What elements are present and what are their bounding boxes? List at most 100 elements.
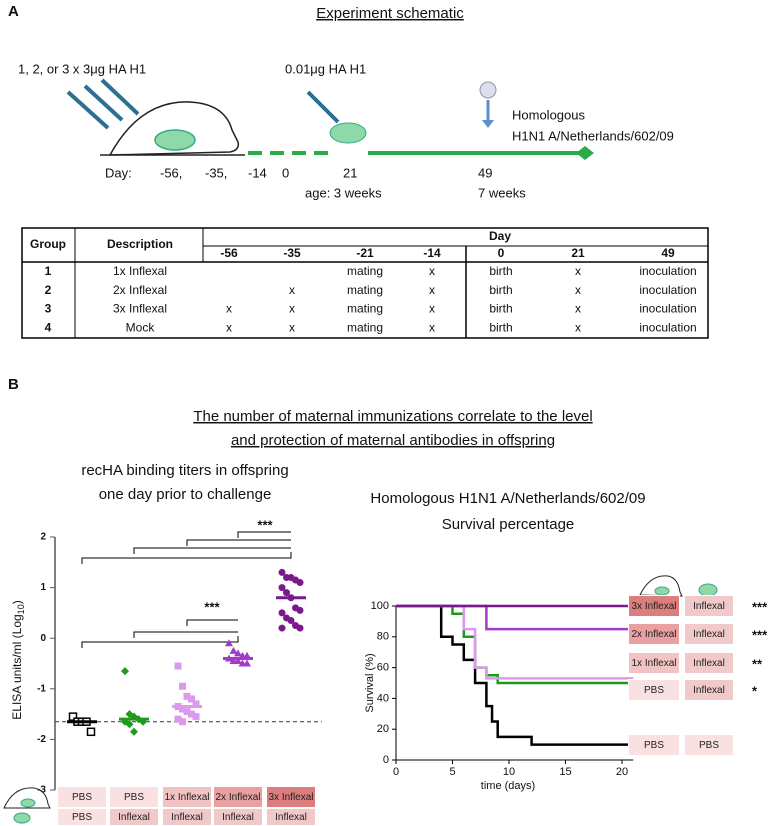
table-frame: [21, 227, 709, 339]
y-axis-label: Survival (%): [364, 653, 376, 712]
table-cell: x: [575, 264, 581, 278]
group-box: 3x Inflexal: [266, 786, 316, 808]
age: age: 3 weeks: [305, 185, 382, 200]
table-header: Group: [30, 237, 66, 251]
y-tick-label: 1: [40, 582, 46, 593]
table-header: 0: [498, 246, 505, 260]
panel-title: Experiment schematic: [316, 5, 464, 22]
panel-label: B: [8, 376, 19, 393]
group-box: Inflexal: [266, 808, 316, 826]
syringes: [66, 78, 340, 130]
table-cell: mating: [347, 283, 383, 297]
table-cell: x: [429, 320, 435, 334]
data-point: [179, 682, 186, 690]
table-cell: 1: [45, 264, 52, 278]
data-point: [188, 695, 195, 703]
table-cell: x: [429, 302, 435, 316]
data-point: [125, 720, 134, 729]
table-cell: inoculation: [639, 283, 696, 297]
table-cell: Mock: [126, 320, 156, 334]
y-tick-label: 80: [377, 631, 389, 643]
table-header: 49: [661, 246, 675, 260]
chart-title: recHA binding titers in offspring: [81, 462, 288, 479]
panel-title: and protection of maternal antibodies in…: [231, 432, 555, 449]
table-cell: x: [575, 283, 581, 297]
table-cell: 3: [45, 302, 52, 316]
y-label-part: ): [10, 600, 24, 604]
panel-label: A: [8, 3, 19, 20]
day: -56,: [160, 165, 182, 180]
group-box: Inflexal: [109, 808, 159, 826]
data-point: [225, 639, 233, 647]
data-point: [278, 609, 286, 617]
table-cell: x: [226, 302, 232, 316]
data-point: [188, 710, 195, 718]
y-tick-label: 20: [377, 723, 389, 735]
survival-line: [396, 604, 634, 685]
y-tick-label: -2: [37, 734, 46, 745]
x-tick-label: 10: [503, 766, 515, 778]
y-tick-label: 0: [383, 754, 389, 766]
data-point: [283, 589, 290, 597]
mouse-icon: [3, 575, 718, 824]
table-cell: 1x Inflexal: [113, 264, 167, 278]
data-point: [68, 712, 78, 721]
data-point: [278, 624, 286, 632]
group-box: 3x Inflexal: [628, 595, 680, 617]
y-label-part: 10: [16, 604, 26, 614]
group-box: PBS: [109, 786, 159, 808]
boost-text: 0.01μg HA H1: [285, 61, 366, 76]
table-cell: 3x Inflexal: [113, 302, 167, 316]
table-cell: x: [429, 283, 435, 297]
y-axis-label: ELISA units/ml (Log10): [10, 600, 26, 719]
group-box: Inflexal: [684, 595, 734, 617]
table-cell: birth: [489, 302, 512, 316]
x-tick-label: 20: [616, 766, 628, 778]
x-tick-label: 0: [393, 766, 399, 778]
data-point: [278, 584, 286, 592]
day: -35,: [205, 165, 227, 180]
table-cell: x: [226, 320, 232, 334]
data-point: [234, 656, 242, 664]
y-tick-label: 2: [40, 532, 46, 543]
panel-title: The number of maternal immunizations cor…: [193, 408, 592, 425]
group-box: PBS: [57, 808, 107, 826]
data-point: [174, 715, 182, 723]
table-header: Description: [107, 237, 173, 251]
table-cell: birth: [489, 264, 512, 278]
table-cell: 2x Inflexal: [113, 283, 167, 297]
table-header: -21: [356, 246, 374, 260]
data-point: [192, 713, 200, 721]
day: 0: [282, 165, 289, 180]
group-box: 1x Inflexal: [628, 652, 680, 674]
table-header: -56: [220, 246, 238, 260]
survival-line: [396, 604, 634, 631]
data-point: [243, 659, 251, 667]
table-header: -14: [423, 246, 441, 260]
table-cell: inoculation: [639, 264, 696, 278]
table-cell: 4: [45, 320, 52, 334]
chart-title: Survival percentage: [442, 516, 575, 533]
table-header: -35: [283, 246, 301, 260]
data-point: [183, 692, 191, 700]
table-cell: birth: [489, 320, 512, 334]
data-point: [86, 727, 96, 737]
significance: ***: [752, 627, 768, 642]
significance: ***: [257, 517, 273, 532]
table-cell: x: [289, 320, 295, 334]
x-tick-label: 5: [449, 766, 455, 778]
group-box: Inflexal: [162, 808, 212, 826]
data-point: [229, 646, 238, 654]
virus-icon: [479, 81, 497, 128]
y-tick-label: -3: [37, 785, 46, 796]
group-box: PBS: [684, 734, 734, 756]
data-point: [179, 705, 186, 713]
y-tick-label: 40: [377, 692, 389, 704]
dose-text: 1, 2, or 3 x 3μg HA H1: [18, 61, 146, 76]
significance-brackets: [81, 531, 292, 648]
y-tick-label: 60: [377, 662, 389, 674]
timeline-end: [576, 146, 594, 160]
group-box: Inflexal: [684, 652, 734, 674]
day: 21: [343, 165, 357, 180]
